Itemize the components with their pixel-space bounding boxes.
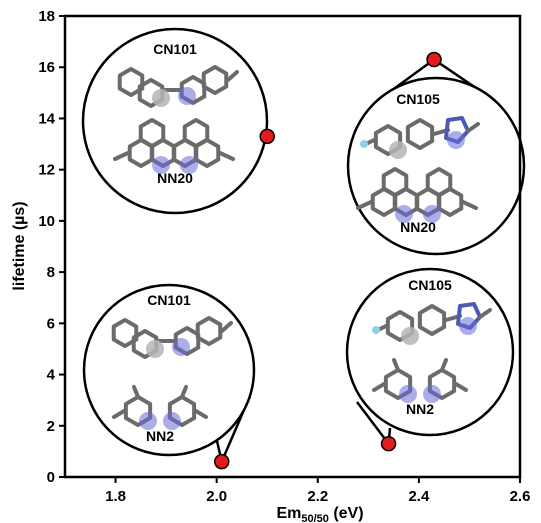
data-point [426, 51, 442, 68]
molecule-atom-highlight [139, 412, 157, 430]
y-tick-label: 0 [47, 469, 55, 486]
molecule-atom-highlight [401, 327, 419, 345]
molecule-bond [182, 118, 210, 148]
molecule-label: CN105 [396, 91, 440, 107]
y-tick-label: 14 [38, 110, 55, 127]
molecule-insets: CN101 NN20 CN105 NN20 CN101 NN2 CN105 NN2 [81, 27, 526, 463]
inset-circle [81, 27, 269, 215]
y-tick-label: 8 [47, 264, 55, 281]
x-axis: 1.8 2.0 2.2 2.4 2.6 [105, 477, 530, 505]
molecule-bond [417, 304, 447, 336]
molecule-atom-highlight [178, 87, 196, 105]
molecule-atom-highlight [172, 338, 190, 356]
x-axis-title-main: Em [276, 505, 301, 522]
molecule-label: CN101 [153, 41, 197, 57]
molecule-atom-highlight [372, 326, 380, 334]
molecule-bond [111, 318, 139, 348]
data-point [380, 435, 397, 452]
molecule-bond [194, 409, 208, 419]
molecule-atom-highlight [423, 385, 441, 403]
molecule-inset: CN101 NN2 [82, 283, 256, 463]
molecule-bond [112, 409, 126, 419]
x-tick-label: 2.2 [307, 488, 328, 505]
y-tick-label: 10 [38, 213, 55, 230]
x-tick-label: 2.6 [510, 488, 531, 505]
molecule-atom-highlight [395, 205, 413, 223]
molecule-bond [478, 308, 492, 319]
molecule-bond [383, 368, 413, 400]
molecule-bond [113, 151, 130, 161]
molecule-bond [132, 385, 140, 399]
molecule-bond [385, 310, 415, 342]
callout-line [356, 401, 390, 445]
molecule-label: NN20 [157, 170, 193, 186]
molecule-label: NN20 [400, 219, 436, 235]
data-point [213, 453, 230, 470]
molecule-atom-highlight [399, 385, 417, 403]
y-axis: 0 2 4 6 8 10 12 14 16 18 [38, 8, 65, 486]
molecule-bond [117, 67, 145, 97]
molecule-atom-highlight [360, 140, 368, 148]
y-tick-label: 4 [47, 367, 56, 384]
x-tick-label: 2.4 [408, 488, 430, 505]
molecule-bond [138, 118, 166, 148]
molecule-bond [201, 65, 229, 95]
molecule-bond [425, 167, 453, 197]
callout-line [394, 58, 435, 90]
molecule-bond [461, 200, 478, 210]
x-tick-label: 1.8 [105, 488, 126, 505]
molecule-atom-highlight [447, 131, 465, 149]
molecule-atom-highlight [180, 156, 198, 174]
x-axis-title: Em50/50 (eV) [276, 505, 363, 523]
molecule-label: CN101 [147, 292, 191, 308]
molecule-label: CN105 [408, 277, 452, 293]
y-tick-label: 16 [38, 59, 55, 76]
molecule-bond [218, 151, 235, 161]
molecule-bond [356, 200, 373, 210]
molecule-bond [226, 70, 239, 82]
molecule-bond [372, 382, 386, 392]
molecule-atom-highlight [423, 205, 441, 223]
molecule-atom-highlight [459, 317, 477, 335]
molecule-inset: CN105 NN2 [345, 267, 515, 445]
molecule-inset: CN101 NN20 [81, 27, 269, 215]
x-tick-label: 2.0 [206, 488, 227, 505]
y-axis-title: lifetime (µs) [11, 201, 28, 290]
y-tick-label: 6 [47, 315, 55, 332]
molecule-bond [180, 385, 188, 399]
molecule-label: NN2 [406, 401, 434, 417]
plot-frame [63, 14, 522, 479]
molecule-atom-highlight [389, 141, 407, 159]
data-point [259, 128, 275, 145]
molecule-atom-highlight [152, 156, 170, 174]
molecule-bond [405, 118, 435, 150]
molecule-bond [373, 124, 403, 156]
x-axis-title-sub: 50/50 [301, 513, 329, 523]
x-axis-title-unit: (eV) [329, 505, 364, 522]
y-tick-label: 2 [47, 418, 55, 435]
molecule-label: NN2 [146, 428, 174, 444]
molecule-bond [137, 78, 165, 108]
molecule-bond [123, 395, 153, 427]
molecule-bond [392, 358, 400, 372]
molecule-bond [466, 122, 480, 133]
molecule-inset: CN105 NN20 [346, 58, 526, 256]
y-tick-label: 12 [38, 162, 55, 179]
molecule-atom-highlight [152, 89, 170, 107]
molecule-bond [440, 358, 448, 372]
molecule-bond [195, 316, 223, 346]
molecule-bond [427, 368, 457, 400]
molecule-bond [220, 321, 233, 333]
data-points [213, 51, 442, 470]
molecule-atom-highlight [163, 412, 181, 430]
y-tick-label: 18 [38, 8, 55, 25]
molecule-bond [381, 167, 409, 197]
molecule-atom-highlight [146, 340, 164, 358]
molecule-bond [167, 395, 197, 427]
molecule-bond [131, 329, 159, 359]
molecule-bond [454, 382, 468, 392]
